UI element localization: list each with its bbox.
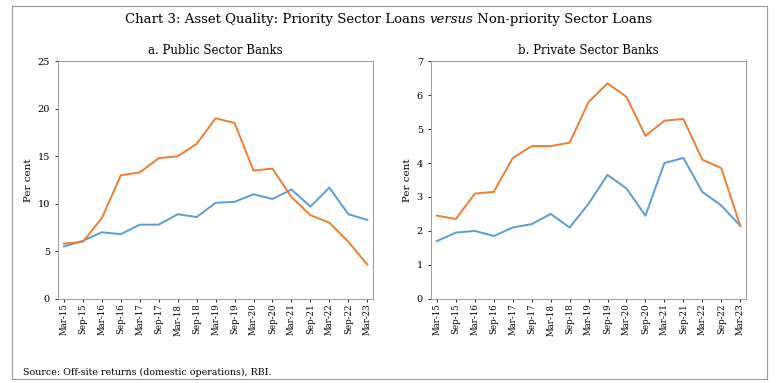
Text: Source: Off-site returns (domestic operations), RBI.: Source: Off-site returns (domestic opera… <box>23 368 272 377</box>
Y-axis label: Per cent: Per cent <box>403 158 413 202</box>
Text: Non-priority Sector Loans: Non-priority Sector Loans <box>473 13 652 26</box>
Text: Chart 3: Asset Quality: Priority Sector Loans: Chart 3: Asset Quality: Priority Sector … <box>125 13 430 26</box>
Title: a. Public Sector Banks: a. Public Sector Banks <box>148 44 283 57</box>
Title: b. Private Sector Banks: b. Private Sector Banks <box>518 44 659 57</box>
Text: versus: versus <box>430 13 473 26</box>
Y-axis label: Per cent: Per cent <box>24 158 33 202</box>
